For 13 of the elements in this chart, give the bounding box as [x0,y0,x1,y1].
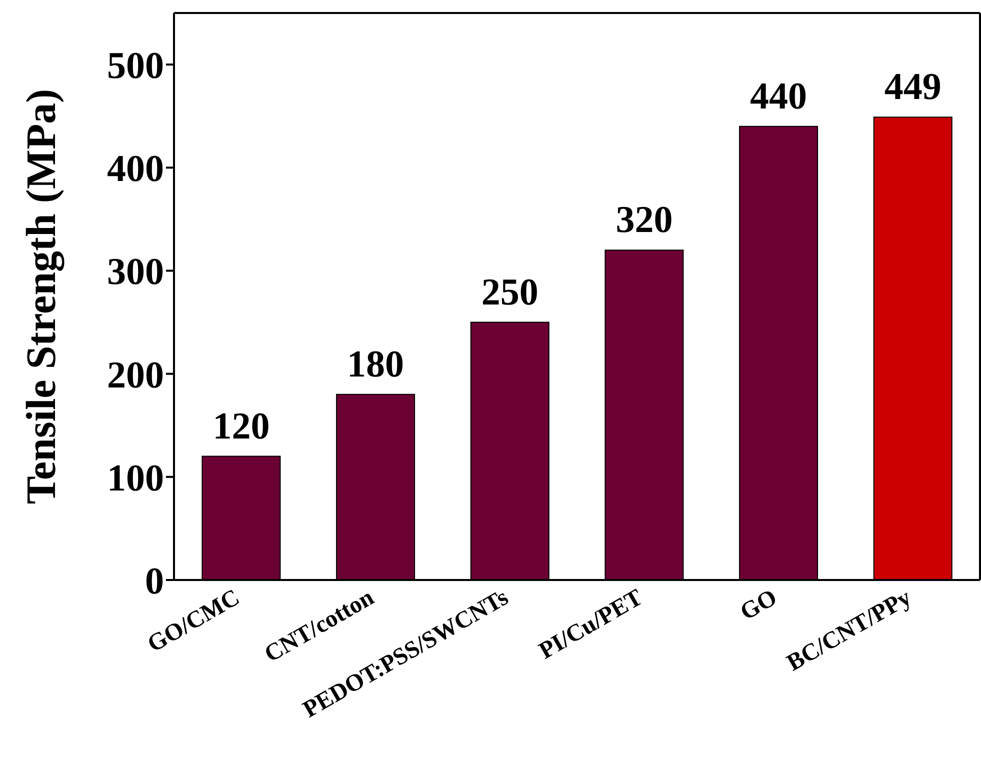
y-tick-label: 100 [107,457,164,500]
data-label: 320 [616,199,673,242]
y-axis-title: Tensile Strength (MPa) [19,88,65,504]
y-tick-label: 300 [107,251,164,294]
data-label: 120 [212,405,270,448]
data-label: 250 [481,271,538,314]
x-tick-label: GO [736,584,782,626]
y-tick-label: 500 [107,45,164,88]
data-label: 449 [884,66,942,108]
y-tick-label: 200 [107,354,164,396]
data-label: 180 [347,343,404,386]
y-tick-label: 400 [107,148,164,190]
data-label: 440 [750,75,808,118]
